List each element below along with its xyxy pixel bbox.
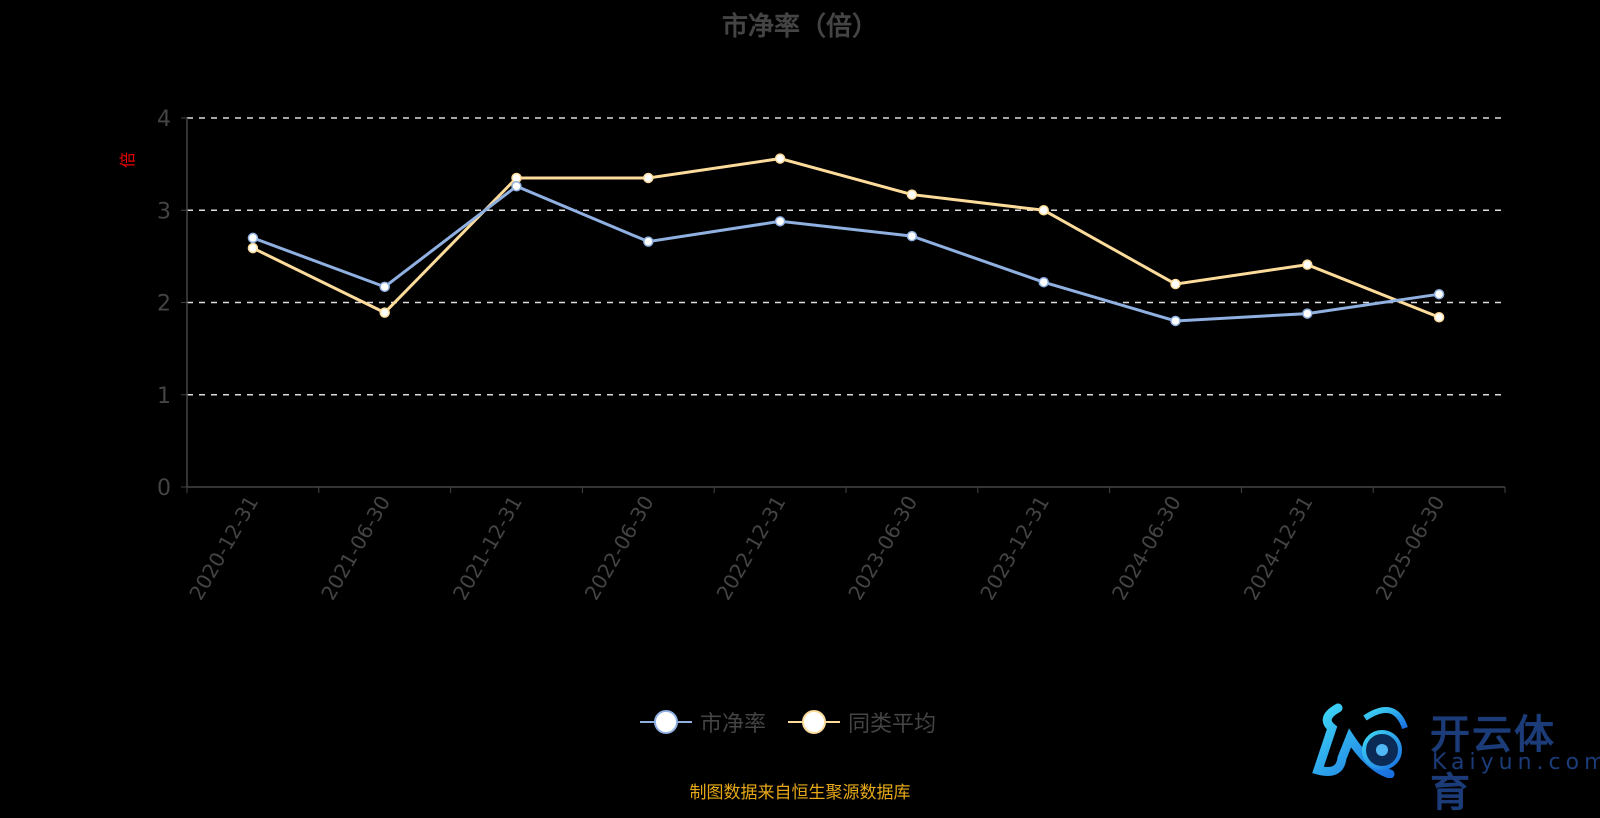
y-tick-label: 0 [157, 476, 171, 501]
data-point [906, 189, 918, 200]
data-point [643, 236, 654, 247]
x-tick-label: 2021-12-31 [448, 492, 527, 605]
logo-text-en: Kaiyun.com [1432, 750, 1600, 775]
data-point [1038, 276, 1049, 288]
data-point [1433, 312, 1445, 323]
legend-item-series-1[interactable]: 同类平均 [788, 706, 936, 738]
x-tick-label: 2022-06-30 [580, 492, 659, 605]
logo-mark-icon [1312, 703, 1408, 779]
x-tick-label: 2024-06-30 [1107, 492, 1186, 605]
y-tick-label: 3 [157, 199, 171, 224]
x-tick-label: 2025-06-30 [1371, 492, 1450, 605]
data-point [774, 216, 786, 227]
data-point [511, 181, 522, 192]
y-tick-label: 2 [157, 292, 171, 317]
data-point [774, 153, 786, 164]
legend-label: 市净率 [700, 712, 767, 737]
legend: 市净率 同类平均 [640, 706, 936, 738]
data-point [1038, 205, 1049, 216]
data-point [247, 242, 259, 254]
chart-title: 市净率（倍） [721, 12, 878, 42]
x-tick-label: 2023-06-30 [843, 492, 922, 605]
legend-item-series-0[interactable]: 市净率 [640, 706, 766, 738]
data-point [1302, 308, 1313, 319]
y-tick-label: 1 [157, 384, 171, 409]
series-同类平均 [247, 153, 1445, 323]
x-tick-label: 2023-12-31 [975, 492, 1054, 605]
data-point [247, 232, 259, 244]
data-point [1302, 259, 1313, 270]
legend-marker-icon [640, 710, 692, 734]
data-point [643, 172, 654, 184]
series-line [252, 157, 1440, 319]
data-point [379, 281, 390, 293]
data-point [1170, 315, 1181, 327]
line-chart: 0 1 2 3 4 2020-12-31 2021-06-30 2021-12-31 2022-… [157, 107, 1506, 605]
legend-marker-icon [788, 710, 841, 734]
data-point [1170, 278, 1181, 290]
legend-label: 同类平均 [848, 712, 937, 737]
x-tick-label: 2021-06-30 [316, 492, 395, 605]
data-point [1433, 288, 1445, 300]
series-line [252, 184, 1440, 323]
logo-text-cn: 开云体育 [1430, 712, 1556, 816]
data-source-note: 制图数据来自恒生聚源数据库 [689, 783, 911, 803]
kaiyun-logo: 开云体育 Kaiyun.com [1310, 698, 1600, 816]
series-市净率 [247, 181, 1445, 327]
data-point [379, 307, 390, 318]
data-point [906, 230, 918, 242]
x-tick-label: 2024-12-31 [1239, 492, 1318, 605]
x-tick-label: 2022-12-31 [712, 492, 791, 605]
x-tick-label: 2020-12-31 [184, 492, 263, 605]
y-tick-label: 4 [157, 107, 171, 132]
